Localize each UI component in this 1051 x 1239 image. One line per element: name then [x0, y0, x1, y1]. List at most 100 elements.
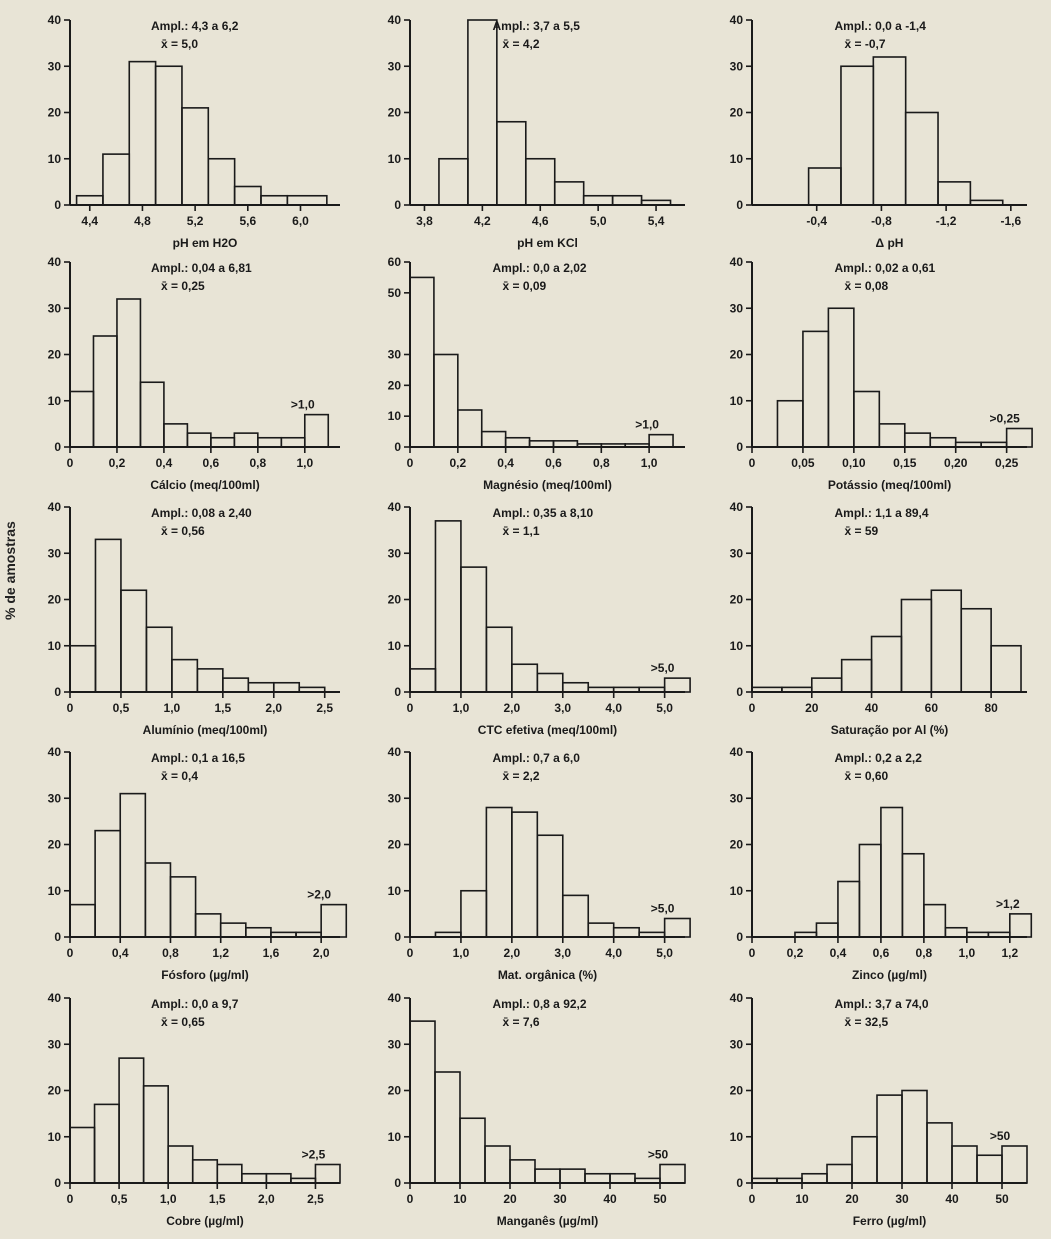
chart-2-xtick-label: 5,4 — [648, 214, 665, 228]
chart-8-bar — [561, 681, 590, 693]
chart-9-xtick-label: 60 — [925, 701, 939, 715]
chart-1-bar — [233, 185, 262, 206]
chart-6-ytick-label: 30 — [730, 301, 744, 315]
chart-6-ytick-label: 10 — [730, 394, 744, 408]
chart-8-xtick-label: 1,0 — [453, 701, 470, 715]
chart-4-range-label: Ampl.: 0,04 a 6,81 — [151, 261, 252, 275]
chart-11-xtick-label: 0 — [407, 946, 414, 960]
chart-10-bar — [194, 913, 222, 938]
chart-10-bar — [169, 876, 197, 938]
chart-5-xtick-label: 0,6 — [545, 456, 562, 470]
chart-3-ytick-label: 30 — [730, 59, 744, 73]
chart-8-bar — [612, 686, 640, 693]
chart-4-bar — [210, 436, 236, 448]
chart-1-ytick-label: 10 — [48, 152, 62, 166]
chart-1-ytick-label: 20 — [48, 106, 62, 120]
chart-11-overflow-label: >5,0 — [651, 902, 675, 916]
chart-12-bar — [901, 852, 925, 938]
chart-15-bar — [926, 1122, 953, 1184]
chart-7-xtick-label: 1,5 — [214, 701, 231, 715]
chart-1-bar — [128, 60, 157, 206]
chart-7-ytick-label: 10 — [48, 639, 62, 653]
chart-4-mean-label: x̄ = 0,25 — [161, 279, 205, 293]
chart-1-bar — [260, 194, 289, 206]
chart-13-bar — [191, 1159, 219, 1184]
chart-5-xtick-label: 1,0 — [641, 456, 658, 470]
chart-13-bar — [118, 1057, 145, 1184]
chart-6-xtick-label: 0,15 — [893, 456, 917, 470]
chart-15-bar — [901, 1089, 928, 1184]
chart-13-bar — [167, 1145, 194, 1184]
chart-7-range-label: Ampl.: 0,08 a 2,40 — [151, 506, 252, 520]
chart-7-bar — [171, 658, 199, 693]
chart-1-range-label: Ampl.: 4,3 a 6,2 — [151, 19, 239, 33]
chart-15-ytick-label: 20 — [730, 1084, 744, 1098]
chart-14-bar — [534, 1168, 561, 1184]
chart-8-ytick-label: 0 — [394, 685, 401, 699]
chart-13-ytick-label: 0 — [54, 1176, 61, 1190]
chart-3-bar — [937, 181, 972, 206]
chart-5-overflow-label: >1,0 — [635, 418, 659, 432]
chart-7-bar — [298, 686, 326, 693]
chart-9-xtick-label: 40 — [865, 701, 879, 715]
chart-1-ytick-label: 40 — [48, 13, 62, 27]
chart-10-bar — [69, 903, 96, 938]
chart-11-bar — [536, 834, 564, 938]
chart-15-xtick-label: 0 — [749, 1192, 756, 1206]
chart-7-bar — [272, 681, 301, 693]
chart-5-xtick-label: 0,8 — [593, 456, 610, 470]
chart-11-xtick-label: 1,0 — [453, 946, 470, 960]
chart-9-xtick-label: 80 — [984, 701, 998, 715]
chart-11-ytick-label: 10 — [388, 884, 402, 898]
chart-5-mean-label: x̄ = 0,09 — [503, 279, 547, 293]
chart-11-bar — [485, 806, 513, 938]
chart-14-range-label: Ampl.: 0,8 a 92,2 — [493, 997, 587, 1011]
chart-6-bar — [980, 441, 1008, 448]
chart-11-bar — [612, 926, 640, 938]
chart-3-bar — [840, 65, 875, 206]
chart-13-bar — [314, 1163, 341, 1184]
chart-1-xtick-label: 5,6 — [239, 214, 256, 228]
chart-7-bar — [94, 538, 122, 693]
chart-15-ytick-label: 40 — [730, 991, 744, 1005]
chart-15-bar — [851, 1135, 878, 1184]
chart-4-ytick-label: 0 — [54, 440, 61, 454]
chart-1-x-label: pH em H2O — [173, 236, 238, 250]
chart-8-xtick-label: 2,0 — [504, 701, 521, 715]
chart-12-xtick-label: 0 — [749, 946, 756, 960]
chart-11-bar — [511, 811, 539, 938]
chart-9-ytick-label: 40 — [730, 500, 744, 514]
chart-8-bar — [485, 626, 513, 693]
chart-7-ytick-label: 0 — [54, 685, 61, 699]
chart-8-ytick-label: 10 — [388, 639, 402, 653]
chart-3-ytick-label: 10 — [730, 152, 744, 166]
chart-15-bar — [1001, 1145, 1028, 1184]
chart-13-range-label: Ampl.: 0,0 a 9,7 — [151, 997, 239, 1011]
chart-12-xtick-label: 0,8 — [916, 946, 933, 960]
chart-5-bar — [648, 433, 674, 448]
chart-2-ytick-label: 10 — [388, 152, 402, 166]
chart-3-bar — [807, 167, 842, 206]
chart-15-xtick-label: 20 — [845, 1192, 859, 1206]
chart-14-xtick-label: 0 — [407, 1192, 414, 1206]
chart-15-xtick-label: 30 — [895, 1192, 909, 1206]
chart-2-bar — [640, 199, 672, 206]
chart-2-ytick-label: 20 — [388, 106, 402, 120]
chart-13-ytick-label: 20 — [48, 1084, 62, 1098]
chart-5-xtick-label: 0 — [407, 456, 414, 470]
chart-2-xtick-label: 4,6 — [532, 214, 549, 228]
chart-10-xtick-label: 1,2 — [212, 946, 229, 960]
chart-11-xtick-label: 4,0 — [605, 946, 622, 960]
chart-9-ytick-label: 30 — [730, 546, 744, 560]
chart-4-bar — [92, 335, 118, 448]
chart-15-ytick-label: 10 — [730, 1130, 744, 1144]
chart-10-ytick-label: 0 — [54, 930, 61, 944]
chart-5-range-label: Ampl.: 0,0 a 2,02 — [493, 261, 587, 275]
chart-2-bar — [467, 19, 498, 206]
chart-9-bar — [990, 644, 1022, 693]
chart-10-ytick-label: 30 — [48, 791, 62, 805]
chart-2-bar — [582, 194, 614, 206]
chart-12-bar — [1009, 913, 1033, 938]
chart-10-xtick-label: 0,4 — [112, 946, 129, 960]
chart-9-bar — [810, 677, 843, 693]
